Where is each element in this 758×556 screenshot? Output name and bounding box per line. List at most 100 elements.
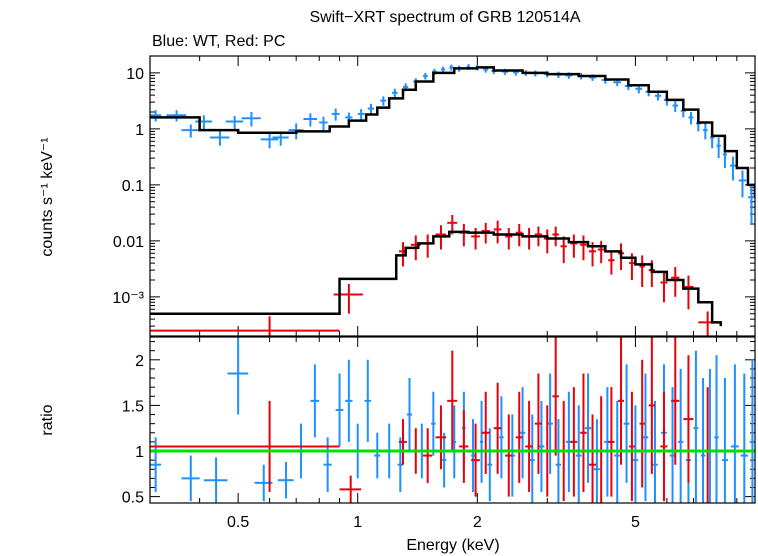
pc-ratio-point: [398, 419, 407, 465]
x-axis-label: Energy (keV): [406, 537, 499, 554]
x-tick-label: 1: [353, 514, 362, 531]
wt-ratio-point: [678, 368, 684, 503]
wt-data-point: [150, 110, 162, 122]
wt-data-point: [688, 112, 694, 125]
wt-ratio-point: [730, 364, 739, 503]
pc-data-point: [459, 224, 469, 247]
wt-data-point: [738, 170, 747, 198]
x-tick-label: 2: [473, 514, 482, 531]
pc-data-point: [683, 275, 694, 310]
pc-data-point: [580, 235, 587, 261]
pc-ratio-point: [525, 400, 533, 493]
wt-data-point: [303, 113, 318, 127]
pc-ratio-point: [447, 350, 458, 452]
spectrum-plot-area: [150, 64, 755, 336]
wt-ratio-point: [364, 359, 372, 442]
wt-ratio-point: [499, 396, 504, 479]
pc-ratio-point: [459, 409, 469, 483]
wt-data-point: [319, 116, 328, 131]
pc-data-point: [423, 234, 433, 258]
y-tick-label: 10⁻³: [112, 290, 144, 307]
y-axis-label-spectrum: counts s⁻¹ keV⁻¹: [39, 137, 56, 256]
y-tick-label: 0.1: [122, 178, 144, 195]
spectrum-y-ticks: 10 1 0.1 0.01 10⁻³: [112, 55, 755, 337]
wt-ratio-point: [693, 350, 699, 503]
wt-ratio-point: [203, 457, 228, 503]
pc-data-point: [552, 226, 559, 247]
pc-ratio-point: [552, 337, 559, 456]
pc-ratio-point: [435, 405, 447, 470]
wt-ratio-point: [614, 400, 621, 503]
wt-ratio-point: [575, 405, 582, 503]
pc-ratio-point: [505, 414, 513, 497]
wt-model-line: [150, 66, 755, 198]
ratio-y-tick-label: 0.5: [122, 490, 144, 507]
wt-data-point: [210, 131, 230, 146]
wt-data-point: [166, 110, 187, 122]
wt-ratio-point: [623, 364, 630, 483]
wt-ratio-point: [529, 414, 535, 503]
wt-ratio-point: [714, 355, 719, 503]
pc-ratio-point: [617, 337, 624, 465]
pc-data-point: [333, 283, 363, 314]
pc-ratio-point: [660, 391, 668, 502]
pc-data-point: [543, 229, 551, 254]
wt-data-point: [716, 137, 721, 159]
wt-ratio-point: [335, 373, 344, 447]
wt-data-point: [729, 156, 736, 181]
wt-data-point: [195, 115, 213, 131]
pc-ratio-point: [588, 414, 597, 503]
wt-ratio-point: [479, 400, 484, 483]
wt-ratio-point: [593, 419, 600, 503]
wt-ratio-point: [487, 428, 493, 502]
wt-ratio-point: [310, 364, 320, 438]
pc-data-point: [493, 220, 502, 244]
pc-data-point: [505, 227, 513, 250]
x-tick-label: 0.5: [227, 514, 249, 531]
pc-ratio-point: [515, 391, 523, 483]
pc-model-line: [150, 230, 723, 327]
wt-data-point: [357, 109, 365, 120]
wt-ratio-point: [345, 359, 353, 442]
wt-data-point: [703, 123, 708, 140]
pc-ratio-point: [150, 400, 340, 493]
pc-data-point: [525, 227, 533, 250]
pc-ratio-point: [339, 475, 362, 503]
pc-data-point: [150, 316, 340, 336]
wt-ratio-point: [555, 419, 562, 503]
wt-ratio-point: [652, 400, 658, 503]
pc-data-point: [471, 227, 480, 250]
wt-ratio-point: [632, 405, 639, 503]
pc-ratio-point: [423, 428, 433, 483]
wt-ratio-point: [642, 373, 649, 502]
pc-ratio-point: [471, 423, 480, 497]
wt-data-point: [449, 64, 454, 71]
wt-ratio-point: [431, 391, 436, 456]
wt-ratio-point: [721, 378, 728, 503]
wt-ratio-point: [749, 359, 755, 503]
wt-data-point: [241, 112, 261, 127]
y-tick-label: 10: [126, 66, 144, 83]
pc-ratio-point: [639, 359, 645, 488]
wt-ratio-point: [740, 373, 748, 503]
pc-ratio-point: [481, 391, 490, 474]
pc-data-point: [660, 271, 668, 303]
wt-ratio-point: [406, 378, 413, 452]
pc-data-point: [671, 267, 680, 297]
pc-data-point: [698, 311, 717, 336]
pc-ratio-point: [629, 391, 635, 502]
spectrum-panel-frame: [149, 55, 756, 337]
pc-ratio-point: [683, 355, 694, 483]
pc-ratio-point: [534, 373, 543, 474]
y-axis-label-ratio: ratio: [39, 404, 56, 435]
wt-ratio-point: [374, 432, 381, 479]
pc-ratio-point: [608, 387, 615, 497]
wt-data-point: [181, 124, 200, 138]
wt-ratio-point: [442, 432, 447, 488]
y-tick-label: 0.01: [113, 234, 144, 251]
pc-data-point: [597, 240, 605, 264]
pc-ratio-point: [493, 382, 502, 474]
ratio-y-tick-label: 1.5: [122, 398, 144, 415]
chart-title: Swift−XRT spectrum of GRB 120514A: [309, 9, 580, 26]
pc-data-point: [570, 234, 578, 258]
